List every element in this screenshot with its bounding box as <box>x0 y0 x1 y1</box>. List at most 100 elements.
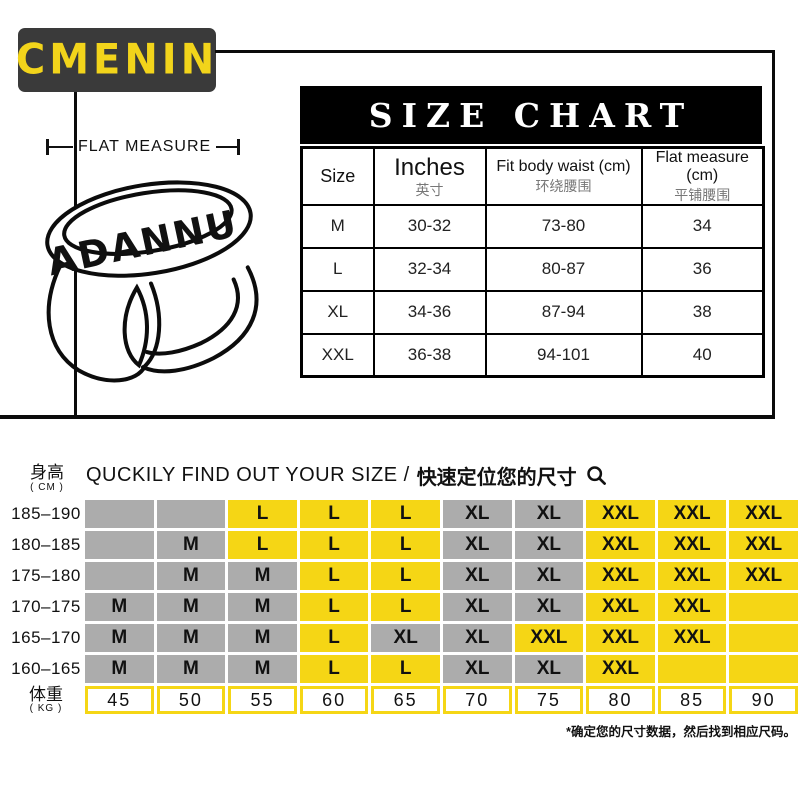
size-cell: XXL <box>729 531 798 559</box>
height-range-label: 170–175 <box>11 597 81 616</box>
brand-logo: CMENIN <box>15 28 219 92</box>
size-cell: M <box>156 562 226 590</box>
size-cell: XL <box>442 593 512 621</box>
measure-line-left <box>49 146 73 148</box>
size-cell: XL <box>442 562 512 590</box>
size-cell: L <box>371 593 440 621</box>
size-chart-row: XXL 36-38 94-101 40 <box>300 332 765 378</box>
size-cell: L <box>299 624 369 652</box>
size-cell: XXL <box>657 562 727 590</box>
weight-cell: 80 <box>586 686 655 714</box>
size-grid: 185–190 L L L XL XL XXL XXL XXL 180–185 M L L L XL XL XX… <box>10 500 798 714</box>
size-chart-cell: 34-36 <box>372 289 487 335</box>
size-cell: XXL <box>657 500 727 528</box>
size-cell <box>729 593 798 621</box>
size-chart-table: Size Inches 英寸 Fit body waist (cm) 环绕腰围 Flat … <box>300 146 765 379</box>
size-cell: L <box>299 593 369 621</box>
size-chart-cell: 34 <box>640 203 765 249</box>
size-cell: M <box>156 655 226 683</box>
size-cell <box>657 655 727 683</box>
weight-cell: 55 <box>228 686 297 714</box>
size-cell <box>156 500 226 528</box>
size-cell: L <box>371 655 440 683</box>
weight-cell: 65 <box>371 686 440 714</box>
size-cell: M <box>156 624 226 652</box>
measure-line-right <box>216 146 237 148</box>
weight-axis-label: 体重( KG ) <box>10 684 82 714</box>
frame-line-bottom <box>0 415 775 419</box>
size-chart-head-row: Size Inches 英寸 Fit body waist (cm) 环绕腰围 Flat … <box>300 146 765 206</box>
col-header-zh: 环绕腰围 <box>535 177 592 194</box>
size-cell: XXL <box>586 562 655 590</box>
size-chart-section: SIZE CHART Size Inches 英寸 Fit body waist (c… <box>300 86 765 379</box>
size-chart-title: SIZE CHART <box>300 86 762 144</box>
height-range-label: 185–190 <box>11 504 81 523</box>
waistband-inner <box>62 188 234 256</box>
size-cell: XL <box>514 562 584 590</box>
brand-logo-text: CMENIN <box>15 35 219 85</box>
size-chart-row: M 30-32 73-80 34 <box>300 203 765 249</box>
size-chart-cell: 30-32 <box>372 203 487 249</box>
size-cell: XXL <box>657 624 727 652</box>
size-chart-cell: 38 <box>640 289 765 335</box>
finder-title-zh: 快速定位您的尺寸 <box>416 467 577 489</box>
size-cell: L <box>299 531 369 559</box>
size-cell: XXL <box>657 593 727 621</box>
size-chart-cell: 94-101 <box>484 332 643 378</box>
size-cell: M <box>85 655 154 683</box>
measure-tick-right <box>237 139 240 155</box>
size-cell: XL <box>442 500 512 528</box>
col-header-en: Fit body waist (cm) <box>496 158 631 176</box>
size-cell: XXL <box>729 500 798 528</box>
size-cell: XL <box>514 500 584 528</box>
size-cell <box>85 531 154 559</box>
flat-measure-label: FLAT MEASURE <box>78 138 212 155</box>
size-cell: XL <box>514 655 584 683</box>
height-label-text: 身高 <box>30 463 64 482</box>
frame-line-right <box>772 50 775 419</box>
size-cell <box>85 500 154 528</box>
weight-cell: 90 <box>729 686 798 714</box>
strap-inner <box>144 277 240 356</box>
col-header-zh: 平铺腰围 <box>674 186 731 203</box>
size-chart-col-header: Fit body waist (cm) 环绕腰围 <box>484 146 643 206</box>
weight-cell: 60 <box>299 686 369 714</box>
size-chart-cell: L <box>300 246 375 292</box>
size-cell: XL <box>442 531 512 559</box>
size-cell: XXL <box>586 500 655 528</box>
size-cell: M <box>156 531 226 559</box>
col-header-zh: 英寸 <box>415 182 444 199</box>
size-chart-col-header: Inches 英寸 <box>372 146 487 206</box>
size-cell: M <box>228 593 297 621</box>
finder-title: QUCKILY FIND OUT YOUR SIZE / 快速定位您的尺寸 <box>86 461 607 490</box>
size-chart-cell: 36-38 <box>372 332 487 378</box>
height-range-label: 165–170 <box>11 628 81 647</box>
flat-measure-caption: FLAT MEASURE <box>46 138 240 156</box>
measure-tick-left <box>46 139 49 155</box>
size-chart-col-header: Size <box>300 146 375 206</box>
size-chart-cell: M <box>300 203 375 249</box>
size-cell: L <box>228 500 297 528</box>
size-chart-cell: 87-94 <box>484 289 643 335</box>
size-cell: M <box>228 562 297 590</box>
weight-cell: 85 <box>657 686 727 714</box>
size-cell: M <box>228 655 297 683</box>
weight-label-text: 体重 <box>29 684 63 704</box>
size-cell: L <box>299 655 369 683</box>
size-cell <box>729 655 798 683</box>
size-cell: XL <box>442 624 512 652</box>
height-range-label: 175–180 <box>11 566 81 585</box>
footnote: *确定您的尺寸数据，然后找到相应尺码。 <box>566 725 796 739</box>
size-chart-row: XL 34-36 87-94 38 <box>300 289 765 335</box>
size-cell: XL <box>442 655 512 683</box>
size-cell: XXL <box>729 562 798 590</box>
size-cell <box>729 624 798 652</box>
pouch-right <box>142 281 162 369</box>
col-header-en: Flat measure (cm) <box>655 149 749 185</box>
finder-title-en: QUCKILY FIND OUT YOUR SIZE / <box>86 464 410 486</box>
size-cell: L <box>299 562 369 590</box>
col-header-en: Inches <box>394 153 465 181</box>
size-cell <box>85 562 154 590</box>
height-range-label: 180–185 <box>11 535 81 554</box>
weight-cell: 45 <box>85 686 154 714</box>
